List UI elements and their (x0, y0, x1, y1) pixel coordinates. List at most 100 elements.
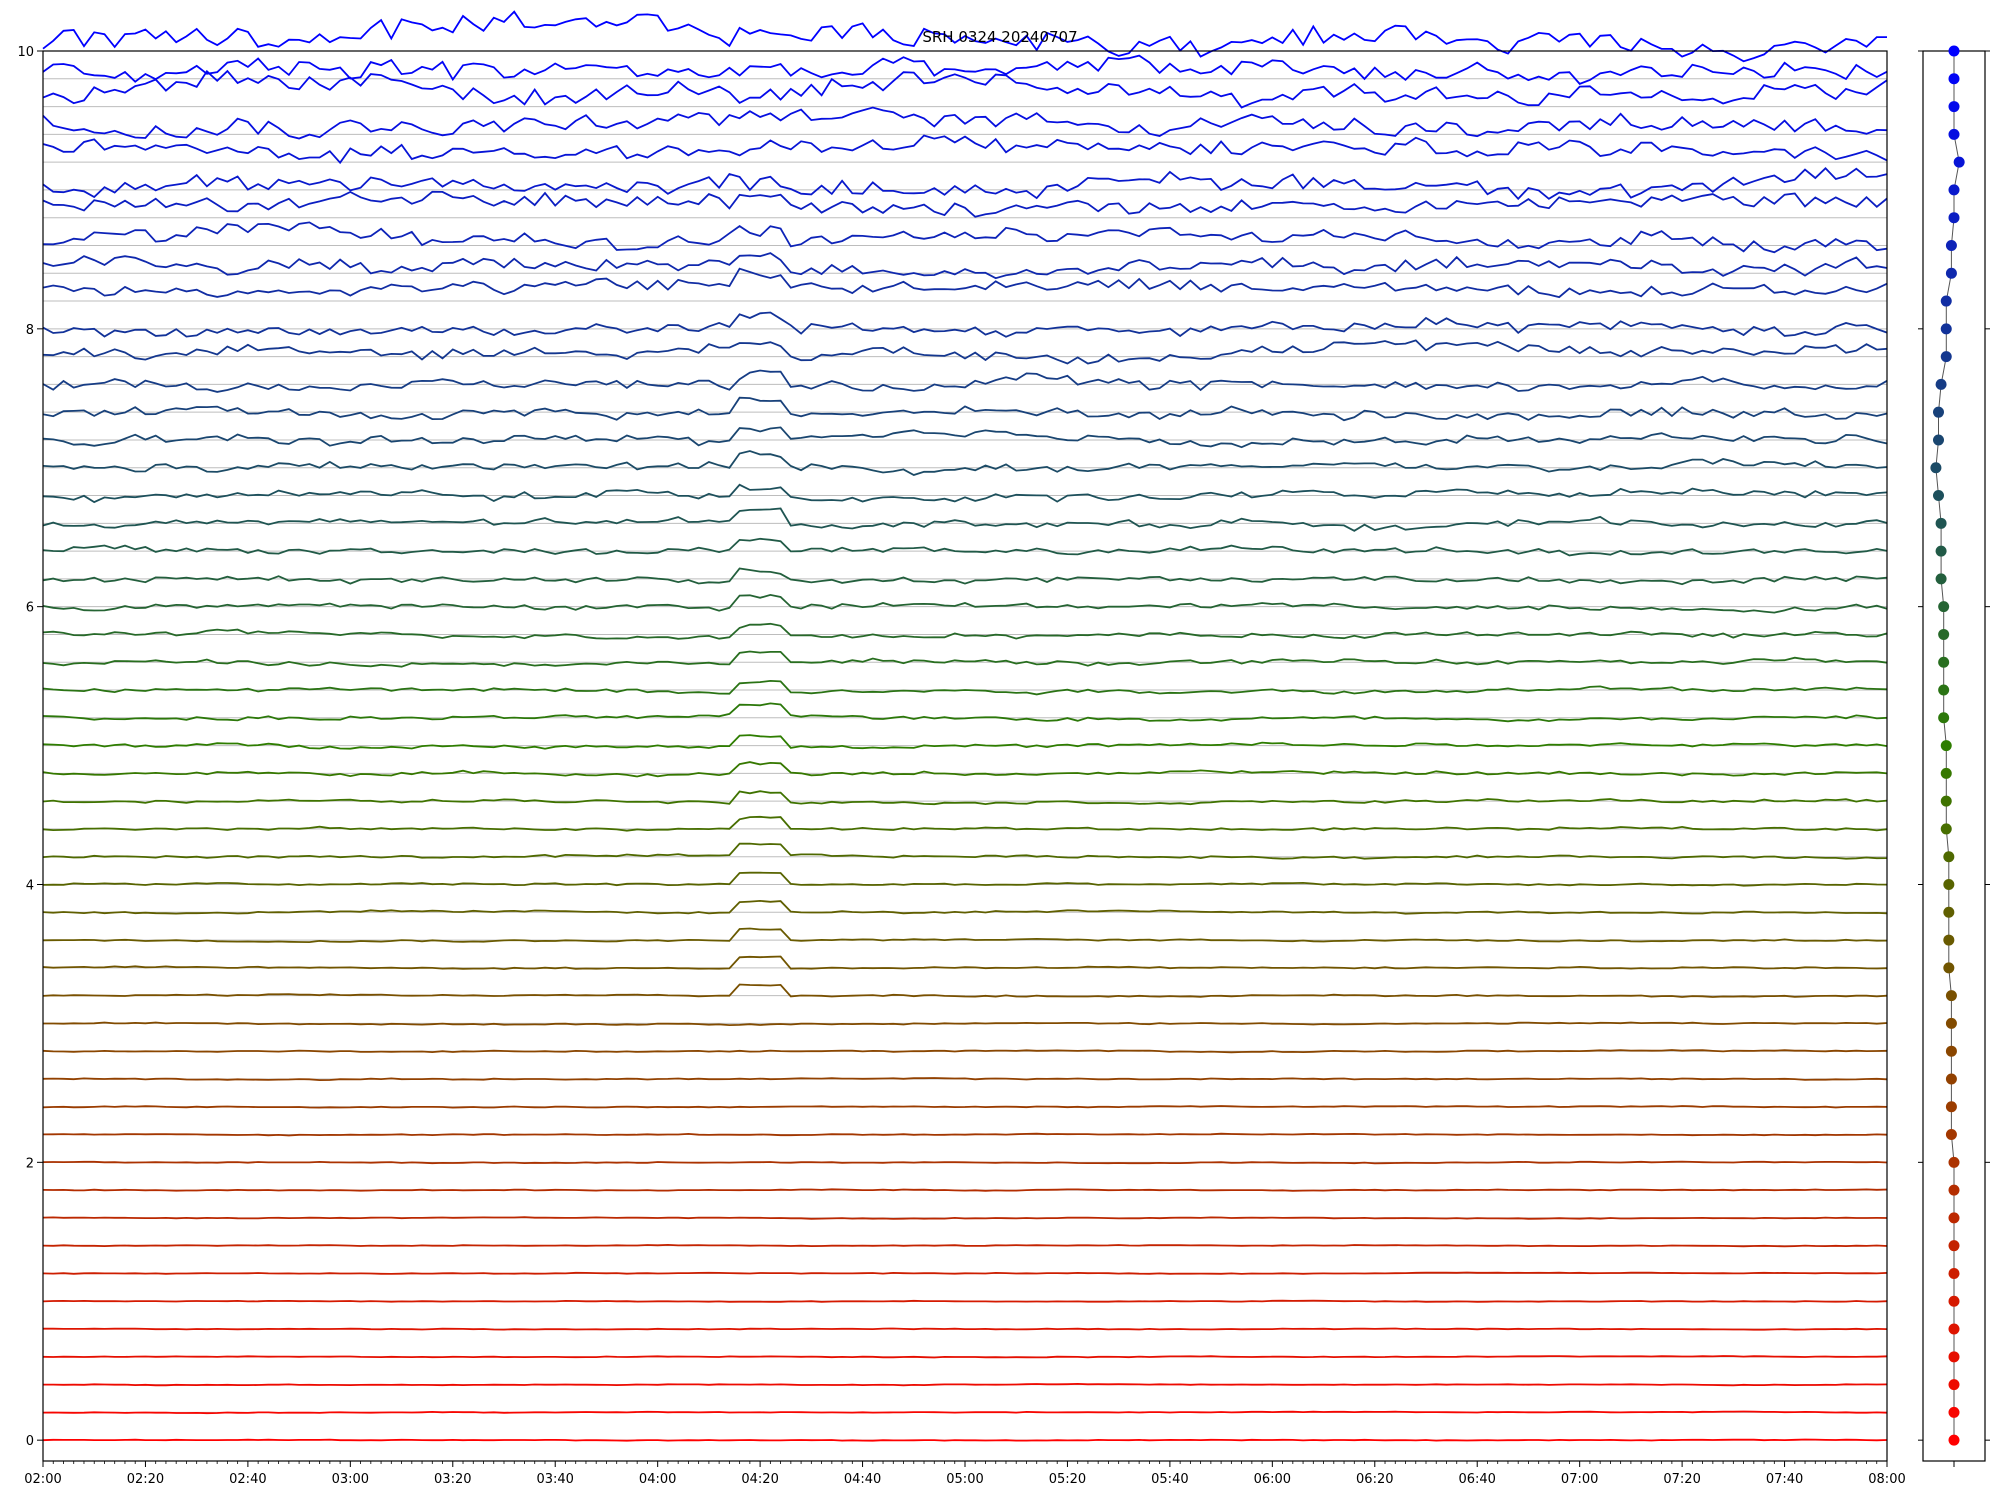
x-tick-label: 02:20 (127, 1472, 164, 1487)
side-marker (1940, 767, 1952, 779)
side-marker (1943, 906, 1955, 918)
side-marker (1948, 45, 1960, 57)
x-tick-label: 03:20 (434, 1472, 471, 1487)
x-tick-label: 04:00 (639, 1472, 676, 1487)
y-axis: 0 2 4 6 8 10 (17, 45, 43, 1449)
side-marker (1945, 1045, 1957, 1057)
series-line (42, 1299, 1888, 1303)
x-tick-label: 02:40 (229, 1472, 266, 1487)
series-line (42, 221, 1888, 254)
x-tick-label: 07:20 (1663, 1472, 1700, 1487)
side-marker (1933, 406, 1944, 418)
side-marker (1933, 490, 1944, 502)
x-tick-label: 06:20 (1356, 1472, 1393, 1487)
side-marker (1940, 323, 1952, 335)
series-line (42, 339, 1888, 365)
side-marker (1938, 601, 1950, 613)
series-line (42, 134, 1888, 165)
side-marker (1945, 1073, 1957, 1085)
side-marker (1948, 1379, 1960, 1391)
series-line (42, 650, 1888, 668)
x-tick-label: 05:00 (946, 1472, 983, 1487)
side-marker (1943, 962, 1955, 974)
series-line (42, 507, 1888, 532)
series-line (42, 537, 1888, 557)
side-marker (1935, 517, 1947, 529)
series-line (42, 426, 1888, 449)
chart-title: SRH 0324 20240707 (922, 28, 1077, 46)
series-line (42, 899, 1888, 915)
series-line (42, 1243, 1888, 1248)
side-marker (1948, 1267, 1960, 1279)
series-line (42, 190, 1888, 218)
side-marker (1940, 740, 1952, 752)
side-marker (1943, 878, 1955, 890)
series-line (42, 702, 1888, 723)
series-line (43, 1327, 1888, 1331)
side-marker (1940, 823, 1952, 835)
series-line (42, 1188, 1888, 1192)
x-tick-label: 04:20 (741, 1472, 778, 1487)
series-line (42, 815, 1888, 832)
y-tick-label: 4 (26, 878, 34, 893)
side-marker (1948, 212, 1960, 224)
y-tick-label: 2 (26, 1156, 34, 1171)
side-marker (1945, 267, 1957, 279)
side-marker (1948, 184, 1960, 196)
series-line (42, 396, 1888, 422)
series-line (42, 267, 1888, 299)
x-axis: 02:00 02:20 02:40 03:00 03:20 03:40 04:00 04:20… (24, 1461, 1906, 1487)
side-marker (1948, 101, 1960, 113)
side-marker (1938, 628, 1950, 640)
series-line (42, 983, 1888, 998)
y-tick-label: 10 (17, 45, 34, 60)
series-line (42, 311, 1888, 338)
x-tick-label: 07:40 (1766, 1472, 1803, 1487)
side-marker (1945, 239, 1957, 251)
series-line (42, 369, 1888, 393)
x-tick-label: 06:40 (1458, 1472, 1495, 1487)
side-marker (1938, 656, 1950, 668)
series-line (42, 622, 1888, 640)
series-line (43, 1382, 1888, 1387)
side-marker (1938, 684, 1950, 696)
side-marker (1948, 1406, 1960, 1418)
side-marker (1948, 128, 1960, 140)
side-marker (1948, 1323, 1960, 1335)
series-line (42, 790, 1888, 806)
side-marker (1948, 1156, 1960, 1168)
series-line (42, 761, 1888, 778)
series-line (42, 106, 1888, 140)
side-marker (1935, 378, 1947, 390)
series-line (42, 871, 1888, 887)
series-line (42, 679, 1888, 696)
side-marker (1948, 1434, 1960, 1446)
x-tick-label: 05:40 (1151, 1472, 1188, 1487)
side-marker (1930, 462, 1942, 474)
side-marker (1945, 1101, 1957, 1113)
series-line (42, 483, 1888, 504)
series-line (42, 54, 1888, 85)
series-line (42, 955, 1888, 971)
side-marker (1938, 712, 1950, 724)
x-tick-label: 02:00 (24, 1472, 61, 1487)
series-lines (42, 10, 1888, 1442)
series-line (42, 10, 1887, 63)
side-marker (1948, 73, 1960, 85)
x-tick-label: 07:00 (1561, 1472, 1598, 1487)
series-line (42, 167, 1888, 201)
x-tick-label: 05:20 (1049, 1472, 1086, 1487)
side-marker (1948, 1184, 1960, 1196)
series-line (42, 593, 1888, 614)
y-tick-label: 0 (26, 1434, 34, 1449)
series-line (42, 1271, 1888, 1275)
side-marker (1945, 1129, 1957, 1141)
series-line (42, 567, 1888, 586)
series-line (42, 1105, 1888, 1109)
series-line (42, 1438, 1888, 1442)
side-marker (1948, 1212, 1960, 1224)
side-marker (1948, 1240, 1960, 1252)
x-tick-label: 06:00 (1254, 1472, 1291, 1487)
series-line (42, 1132, 1888, 1137)
side-marker (1948, 1351, 1960, 1363)
